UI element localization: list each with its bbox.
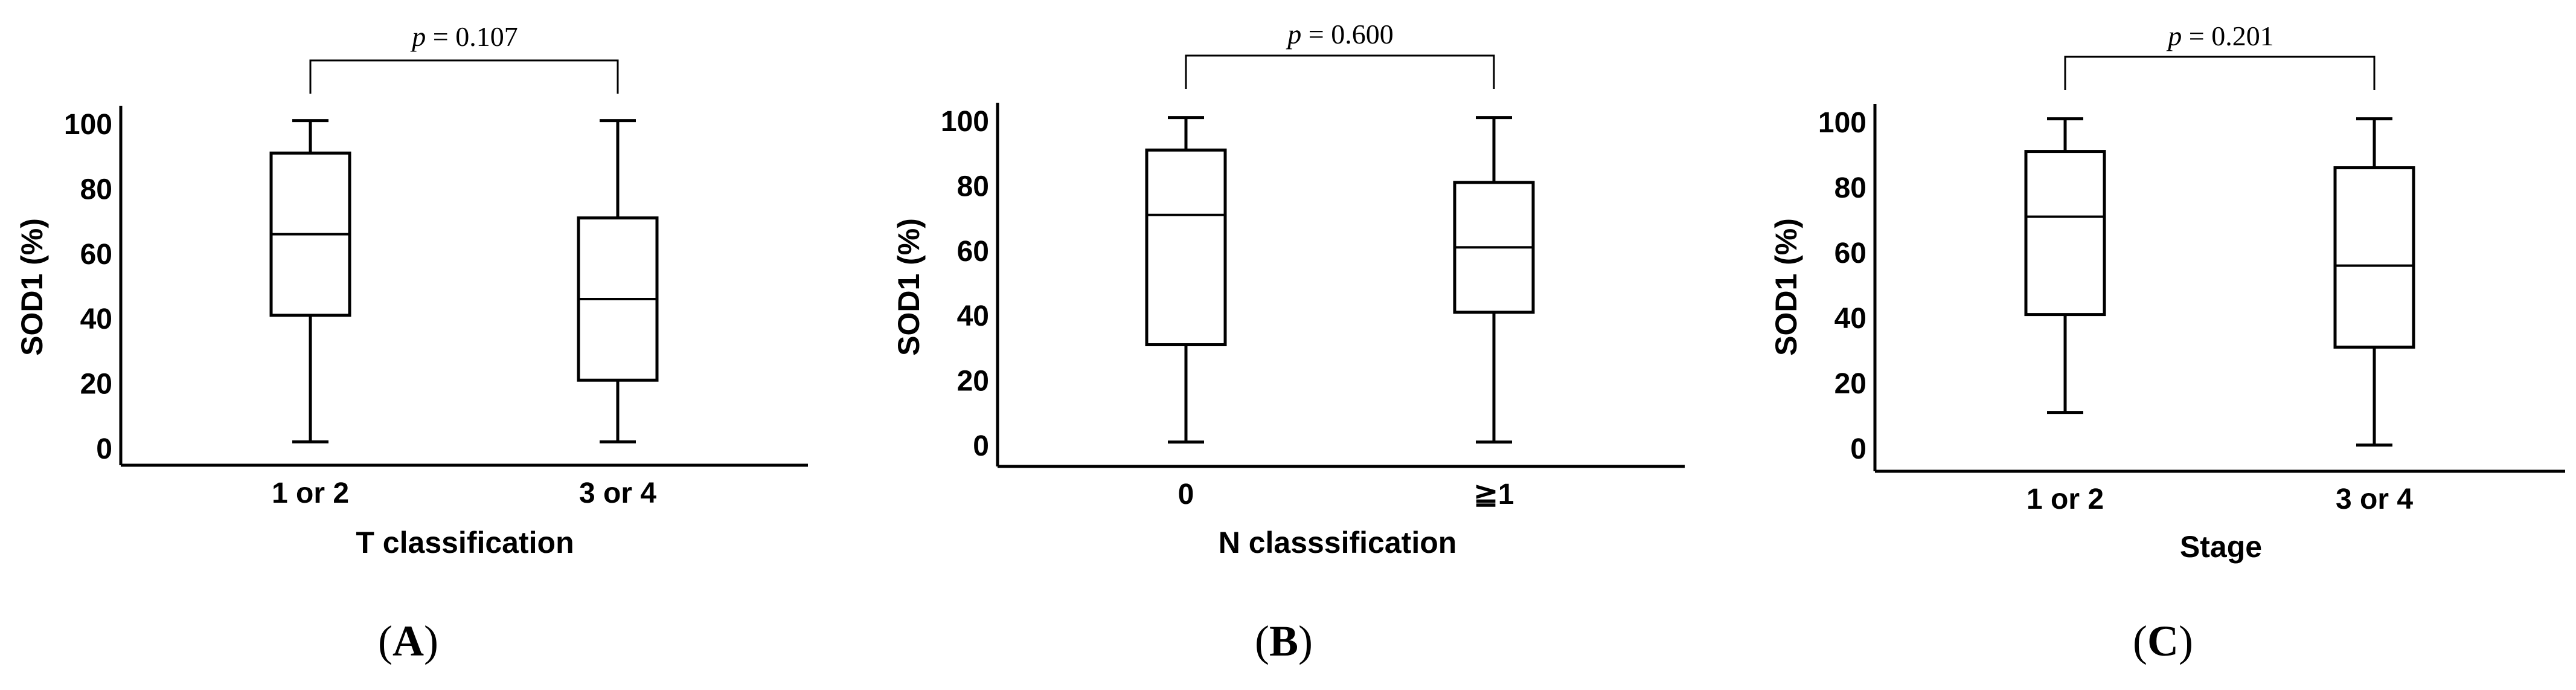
p-value-symbol: p — [2166, 21, 2182, 51]
panel-label-open: ( — [378, 617, 392, 665]
panel-label-letter: B — [1269, 617, 1298, 665]
y-tick-label: 60 — [80, 239, 112, 271]
y-tick-label: 80 — [80, 173, 112, 205]
iqr-box — [1145, 148, 1227, 347]
y-tick-label: 80 — [1834, 172, 1866, 204]
y-axis-title: SOD1 (%) — [15, 218, 49, 356]
y-tick-label: 100 — [1818, 107, 1866, 139]
y-tick-label: 80 — [957, 170, 989, 202]
panel-b: 0 20 40 60 80 100 0 ≧1 p = 0.600 N classsificatio… — [892, 19, 1685, 665]
iqr-box — [2024, 150, 2106, 317]
x-axis-title: T classification — [356, 526, 574, 559]
panel-a: 0 20 40 60 80 100 1 or 2 3 or 4 p = 0.107 T class… — [15, 21, 808, 665]
x-tick-label: 1 or 2 — [272, 477, 349, 509]
panel-c: 0 20 40 60 80 100 1 or 2 3 or 4 p = 0.201 Stage SO… — [1769, 21, 2565, 665]
significance-bracket — [2064, 56, 2376, 90]
p-value-symbol: p — [1286, 19, 1301, 50]
y-tick-label: 40 — [957, 300, 989, 332]
panel-label-close: ) — [1298, 617, 1313, 665]
y-tick-label: 20 — [1834, 368, 1866, 400]
y-tick-label: 20 — [80, 369, 112, 401]
p-value-number: = 0.107 — [426, 21, 517, 52]
panel-label-open: ( — [2133, 617, 2147, 665]
x-tick-label: 3 or 4 — [579, 477, 656, 509]
panel-label-close: ) — [2179, 617, 2193, 665]
p-value-symbol: p — [410, 21, 426, 52]
y-tick-label: 100 — [941, 106, 989, 138]
panel-label: (C) — [2133, 617, 2193, 665]
y-tick-label: 0 — [96, 433, 112, 465]
panel-label: (A) — [378, 617, 438, 665]
p-value-label: p = 0.600 — [1286, 19, 1393, 50]
p-value-number: = 0.600 — [1301, 19, 1393, 50]
x-tick-label: 1 or 2 — [2027, 483, 2104, 515]
iqr-box — [2333, 166, 2415, 349]
significance-bracket — [1185, 54, 1495, 89]
panel-label-letter: A — [392, 617, 424, 665]
y-tick-label: 20 — [957, 366, 989, 398]
p-value-label: p = 0.201 — [2166, 21, 2273, 51]
y-tick-label: 0 — [1850, 433, 1866, 465]
p-value-number: = 0.201 — [2182, 21, 2273, 51]
panel-label: (B) — [1255, 617, 1313, 665]
panel-label-letter: C — [2147, 617, 2179, 665]
x-axis-title: Stage — [2180, 530, 2262, 564]
y-tick-label: 40 — [80, 303, 112, 335]
y-tick-label: 100 — [64, 109, 112, 141]
y-axis-title: SOD1 (%) — [892, 218, 926, 356]
x-axis-title: N classsification — [1219, 526, 1457, 559]
x-tick-label: 0 — [1178, 479, 1194, 511]
significance-bracket — [309, 59, 619, 94]
x-tick-label: 3 or 4 — [2336, 483, 2413, 515]
y-axis-title: SOD1 (%) — [1769, 218, 1803, 356]
panel-label-open: ( — [1255, 617, 1269, 665]
y-tick-label: 60 — [957, 236, 989, 268]
y-tick-label: 0 — [973, 430, 989, 462]
y-tick-label: 40 — [1834, 303, 1866, 335]
x-tick-label: ≧1 — [1474, 479, 1514, 511]
panel-label-close: ) — [424, 617, 438, 665]
y-tick-label: 60 — [1834, 237, 1866, 269]
p-value-label: p = 0.107 — [410, 21, 517, 52]
